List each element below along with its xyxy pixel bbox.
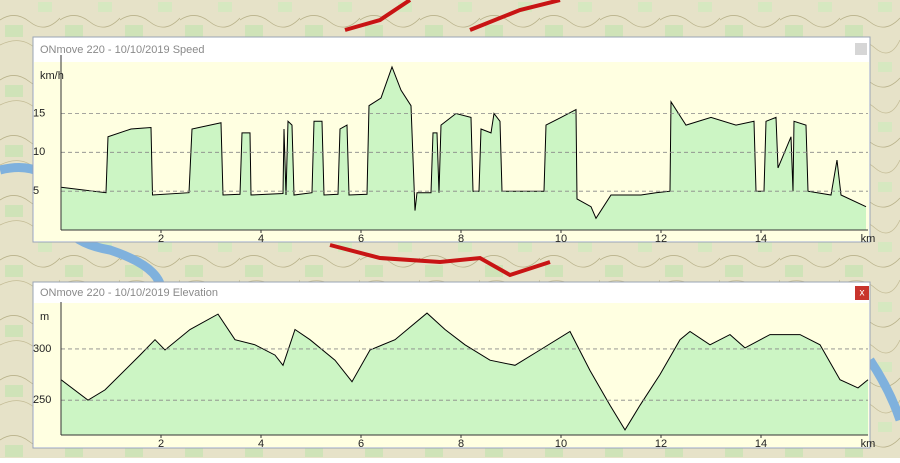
x-tick-label: 8 (458, 233, 464, 245)
x-tick-label: 2 (158, 438, 164, 450)
window-title: ONmove 220 - 10/10/2019 Elevation (40, 287, 218, 299)
line (60, 65, 867, 220)
x-tick-label: 2 (158, 233, 164, 245)
y-tick-label: 250 (33, 394, 51, 406)
x-tick-label: 14 (755, 438, 767, 450)
area-fill (61, 66, 866, 231)
y-tick-label: 15 (33, 107, 45, 119)
y-tick-label: 10 (33, 146, 45, 158)
close-label[interactable]: x (860, 288, 865, 299)
x-axis-label: km (861, 233, 876, 245)
y-tick-label: 5 (33, 185, 39, 197)
x-tick-label: 4 (258, 233, 264, 245)
area-fill (61, 313, 868, 435)
window: ONmove 220 - 10/10/2019 Speed 5 10 15 2 4 6 8 1… (32, 36, 876, 245)
x-tick-label: 4 (258, 438, 264, 450)
x-tick-label: 10 (555, 233, 567, 245)
window: ONmove 220 - 10/10/2019 Elevation x 250 3… (32, 281, 876, 450)
river (866, 357, 900, 422)
close-button[interactable] (855, 43, 867, 55)
x-tick-label: 14 (755, 233, 767, 245)
x-tick-label: 12 (655, 233, 667, 245)
y-axis-label: km/h (40, 70, 64, 82)
x-tick-label: 12 (655, 438, 667, 450)
window-title: ONmove 220 - 10/10/2019 Speed (40, 44, 205, 56)
x-tick-label: 8 (458, 438, 464, 450)
line (60, 312, 869, 431)
y-tick-label: 300 (33, 343, 51, 355)
x-axis-label: km (861, 438, 876, 450)
x-tick-label: 10 (555, 438, 567, 450)
x-tick-label: 6 (358, 233, 364, 245)
close-button[interactable] (855, 286, 869, 300)
y-axis-label: m (40, 311, 49, 323)
route (329, 0, 561, 278)
x-tick-label: 6 (358, 438, 364, 450)
